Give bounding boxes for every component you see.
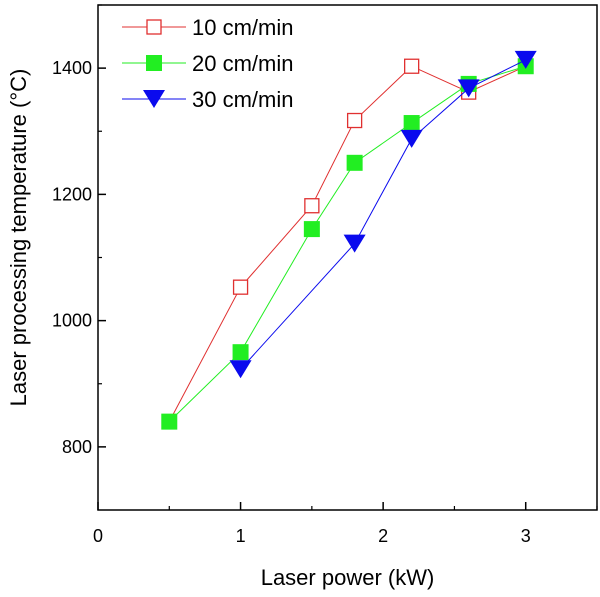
series-1 <box>161 58 534 430</box>
data-point <box>229 360 252 379</box>
y-tick-label: 1200 <box>52 184 92 204</box>
x-axis-label: Laser power (kW) <box>261 565 435 590</box>
x-tick-label: 2 <box>378 526 388 546</box>
legend-item: 20 cm/min <box>122 51 293 76</box>
legend-item: 30 cm/min <box>122 87 293 112</box>
y-tick-label: 1400 <box>52 58 92 78</box>
plot-frame <box>97 4 598 511</box>
legend-item: 10 cm/min <box>122 15 293 40</box>
data-point <box>232 344 249 361</box>
data-point <box>514 50 537 69</box>
data-point <box>403 115 420 132</box>
legend-marker <box>146 19 162 35</box>
legend-label: 10 cm/min <box>192 15 293 40</box>
y-tick-label: 800 <box>62 437 92 457</box>
series-3 <box>229 50 537 379</box>
x-axis: 0 1 2 3 <box>93 502 598 546</box>
legend-label: 20 cm/min <box>192 51 293 76</box>
data-point <box>346 112 363 129</box>
data-point <box>232 279 249 295</box>
data-point <box>457 79 480 98</box>
data-point <box>304 198 320 214</box>
x-tick-label: 1 <box>236 526 246 546</box>
legend-label: 30 cm/min <box>192 87 293 112</box>
data-point <box>303 221 320 238</box>
y-axis-label: Laser processing temperature (°C) <box>6 69 31 407</box>
data-point <box>404 58 420 74</box>
series-layer <box>161 50 537 430</box>
x-tick-label: 0 <box>93 526 103 546</box>
legend-marker <box>146 55 162 71</box>
y-tick-label: 1000 <box>52 311 92 331</box>
data-point <box>346 154 363 171</box>
y-axis: 800 1000 1200 1400 <box>52 4 106 457</box>
plot-area: 0 1 2 3 800 1000 1200 1400 <box>52 4 598 546</box>
legend-marker <box>143 90 165 108</box>
legend: 10 cm/min 20 cm/min 30 cm/min <box>122 15 293 112</box>
x-tick-label: 3 <box>521 526 531 546</box>
data-point <box>161 413 178 430</box>
data-point <box>343 234 366 253</box>
data-point <box>400 129 423 148</box>
